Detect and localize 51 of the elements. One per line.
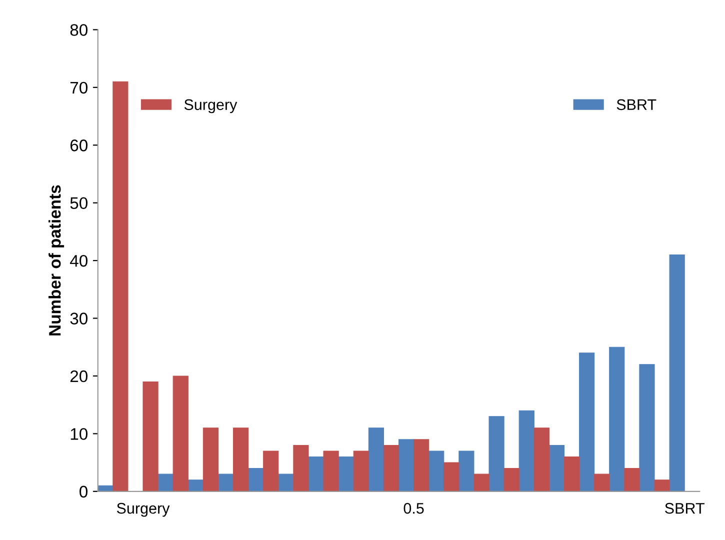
- bar: [232, 428, 249, 492]
- bar: [639, 364, 655, 492]
- y-tick-label: 30: [70, 312, 88, 324]
- y-tick-label: 20: [70, 370, 88, 382]
- bar: [518, 410, 534, 492]
- y-tick-label: 80: [70, 24, 88, 36]
- bar: [293, 444, 309, 492]
- legend-label: Surgery: [184, 99, 238, 114]
- y-tick-label: 60: [70, 140, 88, 152]
- bar: [188, 480, 204, 492]
- bar: [548, 444, 565, 492]
- bar: [669, 254, 685, 492]
- bar: [488, 416, 504, 492]
- bar: [172, 376, 188, 492]
- bar: [458, 450, 474, 492]
- bar: [428, 450, 444, 492]
- bar: [398, 439, 414, 492]
- bar: [504, 468, 520, 492]
- y-axis-title: Number of patients: [48, 185, 64, 336]
- bar: [112, 81, 128, 492]
- bar: [654, 480, 670, 492]
- bar: [534, 428, 550, 492]
- bar: [383, 444, 400, 492]
- bar: [444, 462, 460, 492]
- bar: [624, 468, 640, 492]
- bar: [353, 450, 369, 492]
- bar: [414, 439, 430, 492]
- x-tick-label: SBRT: [665, 502, 704, 514]
- bar: [323, 450, 339, 492]
- bar: [578, 352, 595, 492]
- bar: [564, 456, 580, 492]
- bar: [368, 428, 384, 492]
- y-tick-label: 70: [70, 82, 88, 94]
- bar: [594, 474, 610, 492]
- bar: [338, 456, 354, 492]
- y-tick-label: 10: [70, 428, 88, 440]
- bar: [158, 474, 174, 492]
- legend-label: SBRT: [616, 99, 656, 110]
- y-tick-label: 0: [80, 486, 88, 498]
- bar: [218, 474, 234, 492]
- bar: [278, 474, 294, 492]
- bar: [142, 381, 158, 492]
- bar: [202, 428, 219, 492]
- x-tick-label: 0.5: [404, 502, 424, 514]
- bar: [263, 450, 279, 492]
- bar: [248, 468, 264, 492]
- y-tick-label: 50: [70, 197, 88, 210]
- x-tick-label: Surgery: [116, 502, 170, 517]
- bar: [474, 474, 490, 492]
- y-tick-label: 40: [70, 254, 88, 267]
- bar: [609, 346, 625, 492]
